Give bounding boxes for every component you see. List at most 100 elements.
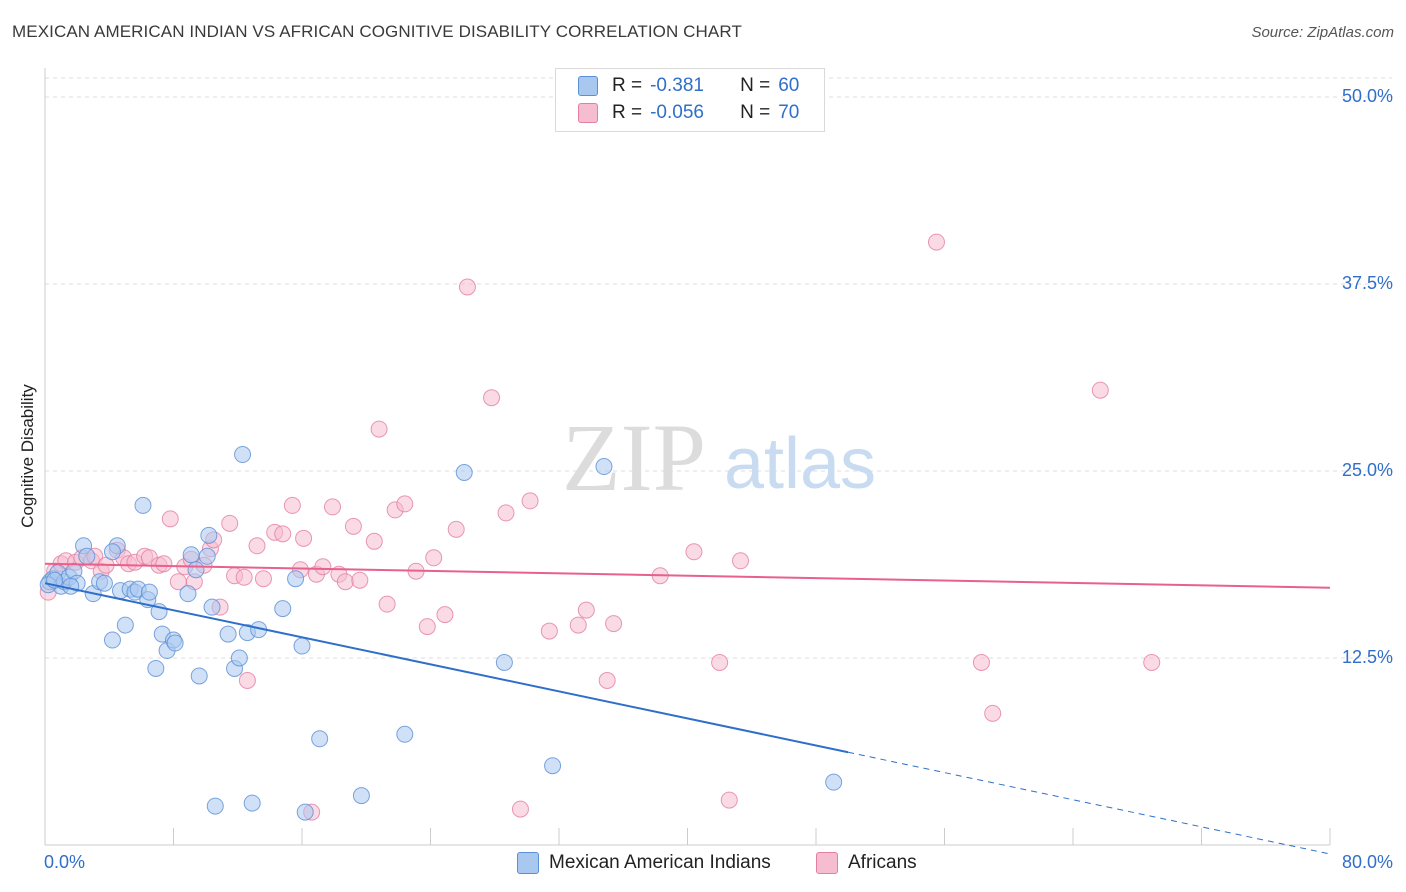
- trend-line: [44, 582, 849, 754]
- data-point: [378, 595, 396, 613]
- data-point: [103, 543, 121, 561]
- data-point: [179, 585, 197, 603]
- data-point: [352, 787, 370, 805]
- data-point: [972, 653, 990, 671]
- legend-item-mexican-american-indians[interactable]: Mexican American Indians: [517, 852, 771, 874]
- data-point: [396, 495, 414, 513]
- data-point: [455, 463, 473, 481]
- data-point: [161, 510, 179, 528]
- trend-lines: [44, 562, 1331, 855]
- data-point: [521, 492, 539, 510]
- x-tick-label-min: 0.0%: [44, 852, 86, 872]
- trend-line-extrapolated: [848, 751, 1331, 855]
- series-africans-points: [39, 233, 1161, 821]
- data-point: [166, 634, 184, 652]
- data-point: [206, 797, 224, 815]
- data-point: [295, 529, 313, 547]
- data-point: [540, 622, 558, 640]
- data-point: [103, 631, 121, 649]
- data-point: [458, 278, 476, 296]
- data-point: [605, 615, 623, 633]
- data-point: [497, 504, 515, 522]
- correlation-legend: R = -0.381 N = 60 R = -0.056 N = 70: [555, 68, 825, 132]
- y-axis-label: Cognitive Disability: [18, 384, 37, 528]
- data-point: [287, 570, 305, 588]
- data-point: [274, 600, 292, 618]
- data-point: [1091, 381, 1109, 399]
- data-point: [365, 532, 383, 550]
- legend-r-label: R =: [612, 102, 643, 123]
- data-point: [221, 514, 239, 532]
- data-point: [396, 725, 414, 743]
- data-point: [685, 543, 703, 561]
- legend-n-value: 70: [778, 102, 800, 123]
- watermark-zip: ZIP: [562, 404, 706, 511]
- legend-item-africans[interactable]: Africans: [816, 852, 917, 874]
- legend-row-mexican-american-indians: R = -0.381 N = 60: [578, 73, 799, 99]
- series-legend: Mexican American Indians Africans: [0, 852, 1406, 878]
- series-mexican-american-indians-points: [39, 446, 843, 821]
- y-tick-label: 37.5%: [1341, 273, 1393, 293]
- data-point: [95, 574, 113, 592]
- legend-row-africans: R = -0.056 N = 70: [578, 100, 799, 126]
- data-point: [598, 671, 616, 689]
- legend-r-value: -0.381: [650, 75, 704, 96]
- data-point: [238, 671, 256, 689]
- data-point: [248, 537, 266, 555]
- data-point: [243, 794, 261, 812]
- data-point: [370, 420, 388, 438]
- data-point: [425, 549, 443, 567]
- data-point: [254, 570, 272, 588]
- watermark-atlas: atlas: [724, 424, 876, 504]
- data-point: [203, 598, 221, 616]
- data-point: [418, 618, 436, 636]
- legend-label: Africans: [848, 852, 917, 873]
- data-point: [134, 496, 152, 514]
- data-point: [1143, 653, 1161, 671]
- data-point: [78, 547, 96, 565]
- data-point: [219, 625, 237, 643]
- data-point: [351, 571, 369, 589]
- legend-n-label: N =: [740, 102, 771, 123]
- data-point: [230, 649, 248, 667]
- data-point: [155, 555, 173, 573]
- chart-title: MEXICAN AMERICAN INDIAN VS AFRICAN COGNI…: [12, 22, 742, 41]
- data-point: [182, 546, 200, 564]
- data-point: [732, 552, 750, 570]
- y-tick-label: 12.5%: [1341, 647, 1393, 667]
- data-point: [311, 730, 329, 748]
- data-point: [62, 577, 80, 595]
- legend-r-label: R =: [612, 75, 643, 96]
- data-point: [147, 659, 165, 677]
- y-tick-label: 50.0%: [1341, 86, 1393, 106]
- legend-n-label: N =: [740, 75, 771, 96]
- data-point: [200, 526, 218, 544]
- data-point: [293, 637, 311, 655]
- data-point: [436, 606, 454, 624]
- legend-swatch-blue: [517, 852, 539, 874]
- watermark: ZIP atlas: [562, 404, 876, 511]
- data-point: [190, 667, 208, 685]
- legend-swatch-blue: [578, 76, 598, 96]
- legend-r-value: -0.056: [650, 102, 704, 123]
- data-point: [324, 498, 342, 516]
- legend-swatch-pink: [578, 103, 598, 123]
- data-point: [344, 517, 362, 535]
- data-point: [116, 616, 134, 634]
- data-point: [825, 773, 843, 791]
- data-point: [984, 704, 1002, 722]
- data-point: [569, 616, 587, 634]
- y-tick-label: 25.0%: [1341, 460, 1393, 480]
- source-label: Source: ZipAtlas.com: [1251, 24, 1394, 41]
- data-point: [296, 803, 314, 821]
- x-tick-label-max: 80.0%: [1341, 852, 1393, 872]
- data-point: [927, 233, 945, 251]
- legend-swatch-pink: [816, 852, 838, 874]
- legend-n-value: 60: [778, 75, 800, 96]
- data-point: [447, 520, 465, 538]
- data-point: [314, 558, 332, 576]
- data-point: [234, 446, 252, 464]
- data-point: [283, 496, 301, 514]
- data-point: [577, 601, 595, 619]
